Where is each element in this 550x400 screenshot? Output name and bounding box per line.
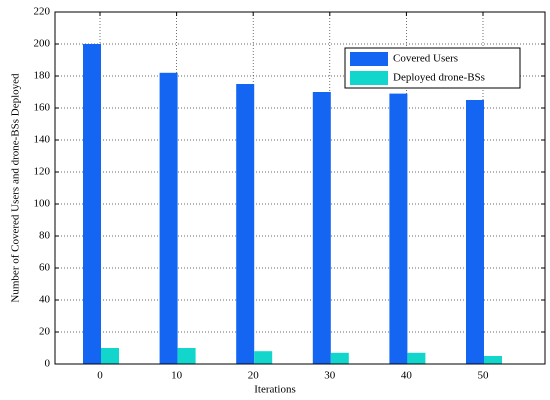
bar [407,352,426,364]
x-axis-label: Iterations [254,384,296,396]
bar [177,348,196,364]
bar [466,100,484,364]
bar [312,92,331,364]
y-tick-label: 180 [34,70,51,82]
y-tick-label: 20 [39,326,51,338]
y-tick-label: 100 [34,198,51,210]
bar [159,72,178,365]
y-tick-label: 80 [39,230,51,242]
legend-label: Deployed drone-BSs [393,72,485,84]
y-tick-label: 160 [34,102,51,114]
legend: Covered Users Deployed drone-BSs [344,47,521,89]
y-axis-label: Number of Covered Users and drone-BSs De… [10,73,22,303]
axes-frame [54,11,546,365]
x-tick-label: 50 [478,370,490,382]
y-tick-label: 0 [45,358,51,370]
bar [330,352,349,364]
x-tick-label: 20 [248,370,260,382]
x-tick-label: 10 [171,370,183,382]
y-tick-label: 40 [39,294,51,306]
y-tick-label: 140 [34,134,51,146]
legend-swatch [350,71,388,85]
bar [254,351,273,364]
x-tick-label: 0 [97,370,103,382]
bar [484,356,502,364]
legend-label: Covered Users [393,53,458,65]
y-tick-label: 200 [34,38,51,50]
y-tick-label: 60 [39,262,51,274]
bar [389,93,408,364]
legend-swatch [350,52,388,66]
x-tick-label: 40 [401,370,413,382]
bar [83,44,101,364]
y-tick-label: 220 [34,6,51,18]
y-tick-label: 120 [34,166,51,178]
bar [101,348,119,364]
bar [236,84,255,364]
x-tick-label: 30 [324,370,336,382]
